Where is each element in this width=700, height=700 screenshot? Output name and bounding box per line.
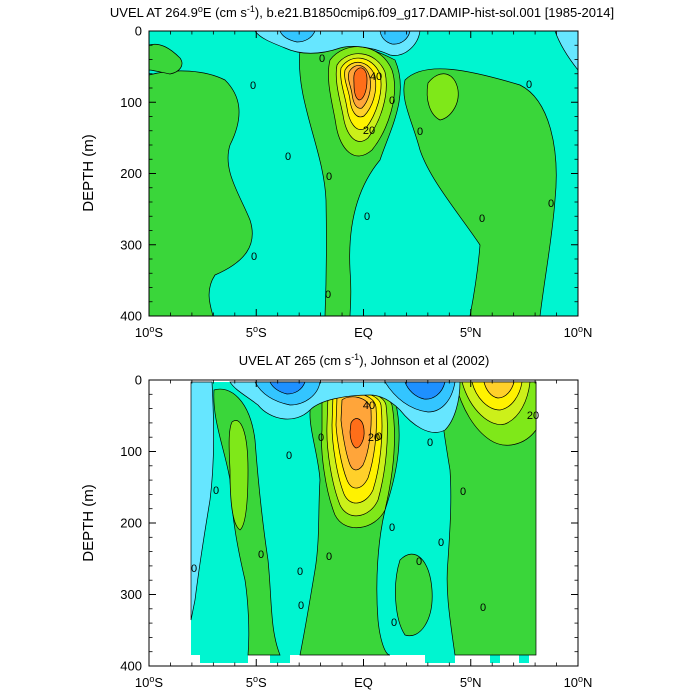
band-neg2-surface-1 (279, 31, 316, 43)
band-neg2-surface-2 (379, 31, 411, 45)
band-pos1-left-tongue (149, 43, 183, 75)
panel-bottom-contour-labels: 0 0 0 0 0 0 0 0 0 0 0 0 0 0 0 0 20 40 20 (191, 400, 539, 629)
band-neg1-left-edge (190, 381, 214, 621)
band-pos1-patch (395, 553, 433, 637)
clabel: 0 (480, 602, 486, 614)
band-pos2-right (426, 73, 459, 121)
y-tick-label: 0 (135, 24, 142, 39)
band-pos1-left (149, 70, 253, 316)
clabel: 0 (213, 485, 219, 497)
y-tick-label: 100 (120, 444, 142, 459)
clabel: 0 (325, 289, 331, 301)
band-neg1-right-corner (554, 31, 578, 71)
clabel: 40 (363, 400, 375, 412)
x-tick-label: 10oN (564, 324, 593, 340)
band-neg3-surface-1 (269, 381, 306, 395)
y-tick-label: 0 (135, 373, 142, 388)
panel-bottom-title: UVEL AT 265 (cm s-1), Johnson et al (200… (239, 352, 490, 368)
clabel: 0 (318, 432, 324, 444)
clabel: 0 (438, 537, 444, 549)
clabel: 0 (298, 600, 304, 612)
x-tick-label: 5oN (460, 324, 482, 340)
band-pos7-eq (353, 67, 368, 101)
clabel: 0 (427, 437, 433, 449)
x-tick-label: 10oN (564, 674, 593, 690)
y-tick-label: 400 (120, 309, 142, 324)
clabel: 0 (326, 171, 332, 183)
band-pos5-right (483, 381, 515, 399)
band-pos7-eq (349, 418, 365, 449)
clabel: 0 (417, 126, 423, 138)
panel-bottom-ylabel: DEPTH (m) (80, 484, 97, 562)
clabel: 0 (548, 198, 554, 210)
x-tick-label: EQ (354, 325, 373, 340)
clabel: 0 (460, 486, 466, 498)
clabel: 20 (527, 410, 539, 422)
x-tick-label: 5oN (460, 674, 482, 690)
y-tick-label: 300 (120, 237, 142, 252)
band-pos2-left (228, 420, 249, 531)
panel-top: UVEL AT 264.9oE (cm s-1), b.e21.B1850cmi… (80, 4, 614, 340)
panel-top-ylabel: DEPTH (m) (80, 134, 97, 212)
clabel: 0 (526, 79, 532, 91)
clabel: 0 (479, 213, 485, 225)
clabel: 0 (416, 556, 422, 568)
clabel: 20 (363, 125, 375, 137)
y-tick-label: 300 (120, 587, 142, 602)
y-tick-label: 200 (120, 166, 142, 181)
band-neg3-surface-2 (404, 381, 446, 400)
y-tick-label: 100 (120, 95, 142, 110)
x-tick-label: EQ (354, 675, 373, 690)
clabel: 0 (250, 80, 256, 92)
clabel: 0 (376, 431, 382, 443)
x-tick-label: 5oS (246, 324, 267, 340)
x-tick-label: 10oS (135, 674, 163, 690)
clabel: 0 (389, 522, 395, 534)
panel-top-title: UVEL AT 264.9oE (cm s-1), b.e21.B1850cmi… (110, 4, 614, 20)
clabel: 0 (391, 617, 397, 629)
x-tick-label: 5oS (246, 674, 267, 690)
clabel: 0 (258, 549, 264, 561)
clabel: 0 (191, 563, 197, 575)
band-pos1-right (403, 68, 557, 316)
clabel: 40 (370, 71, 382, 83)
clabel: 0 (286, 450, 292, 462)
panel-bottom: UVEL AT 265 (cm s-1), Johnson et al (200… (80, 352, 592, 690)
panel-top-contour-labels: 0 0 0 0 0 0 0 0 0 0 0 0 20 40 (250, 53, 554, 301)
clabel: 0 (319, 53, 325, 65)
clabel: 0 (364, 211, 370, 223)
clabel: 0 (251, 251, 257, 263)
clabel: 0 (285, 151, 291, 163)
clabel: 0 (326, 551, 332, 563)
clabel: 20 (368, 432, 380, 444)
panel-top-contours (149, 31, 578, 316)
y-tick-label: 400 (120, 659, 142, 674)
x-tick-label: 10oS (135, 324, 163, 340)
y-tick-label: 200 (120, 516, 142, 531)
clabel: 0 (389, 95, 395, 107)
panel-bottom-contours (190, 381, 537, 663)
clabel: 0 (297, 566, 303, 578)
